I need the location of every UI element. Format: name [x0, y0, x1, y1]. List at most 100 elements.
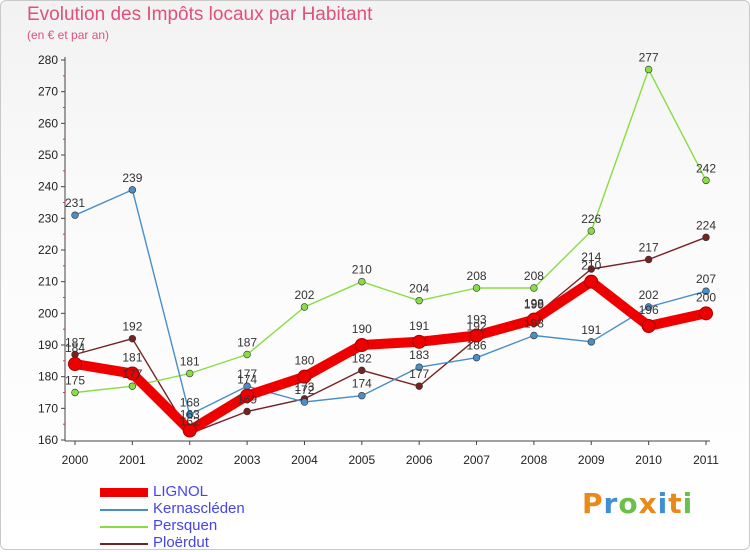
data-point-kernasclden: [587, 338, 595, 346]
data-label-plordut: 192: [467, 320, 487, 334]
x-tick-label: 2011: [693, 453, 719, 467]
data-label-lignol: 163: [180, 408, 200, 422]
x-tick-label: 2007: [463, 453, 490, 467]
y-axis-ticks: 160 170 180 190 200 210 220 230 240 250 260 270 280: [38, 53, 65, 447]
legend-swatch: [100, 509, 148, 511]
data-point-kernasclden: [702, 287, 710, 295]
y-tick-label: 270: [38, 85, 58, 99]
legend-swatch: [100, 543, 148, 545]
series-line-kernasclden: [74, 189, 707, 416]
x-tick-label: 2003: [234, 453, 261, 467]
data-label-lignol: 174: [237, 373, 257, 387]
legend-label: Persquen: [153, 517, 218, 534]
data-label-lignol: 184: [65, 341, 85, 355]
data-point-persquen: [587, 227, 595, 235]
data-point-persquen: [415, 296, 423, 305]
series-points: [68, 65, 713, 438]
data-point-lignol: [469, 328, 484, 343]
y-tick-label: 280: [38, 53, 58, 67]
y-tick-label: 190: [38, 338, 58, 352]
logo-letter: t: [668, 487, 683, 520]
data-label-plordut: 169: [237, 393, 257, 407]
data-label-plordut: 217: [639, 241, 659, 255]
data-point-persquen: [530, 284, 538, 292]
data-point-persquen: [702, 176, 710, 185]
x-tick-label: 2009: [578, 453, 605, 467]
chart-subtitle: (en € et par an): [27, 28, 110, 42]
data-label-lignol: 198: [524, 297, 544, 311]
y-tick-label: 230: [38, 211, 58, 225]
chart-title: Evolution des Impôts locaux par Habitant: [27, 4, 373, 25]
data-label-plordut: 173: [294, 380, 314, 394]
data-point-plordut: [587, 265, 595, 273]
data-label-kernasclden: 207: [696, 272, 716, 286]
data-point-lignol: [125, 366, 140, 381]
data-label-plordut: 214: [581, 250, 601, 264]
data-label-kernasclden: 191: [581, 323, 601, 337]
logo-letter: i: [682, 487, 694, 520]
data-point-plordut: [243, 407, 251, 416]
data-point-plordut: [702, 233, 710, 242]
data-point-lignol: [182, 423, 197, 438]
data-label-persquen: 187: [237, 336, 257, 350]
y-tick-label: 200: [38, 306, 58, 320]
data-point-lignol: [526, 312, 541, 327]
data-label-plordut: 199: [524, 298, 544, 312]
x-tick-label: 2010: [635, 453, 662, 467]
y-tick-label: 240: [38, 180, 58, 194]
data-point-lignol: [641, 319, 656, 333]
data-label-persquen: 210: [352, 263, 372, 277]
y-tick-label: 170: [38, 401, 58, 415]
data-label-persquen: 208: [524, 269, 544, 283]
data-point-persquen: [472, 284, 481, 292]
data-point-plordut: [644, 255, 653, 264]
y-tick-label: 180: [38, 370, 58, 384]
data-point-lignol: [354, 338, 369, 352]
data-point-kernasclden: [71, 211, 79, 219]
data-point-lignol: [297, 369, 312, 384]
data-point-kernasclden: [530, 331, 538, 340]
x-tick-label: 2006: [406, 453, 433, 467]
proxiti-logo: Proxiti: [582, 487, 693, 520]
data-label-kernasclden: 183: [409, 348, 429, 362]
data-point-plordut: [128, 334, 137, 343]
data-point-persquen: [300, 303, 309, 311]
data-label-persquen: 226: [581, 212, 601, 226]
legend-swatch: [100, 488, 148, 497]
legend-label: Ploërdut: [153, 534, 209, 551]
data-point-plordut: [415, 382, 423, 390]
data-label-kernasclden: 231: [65, 196, 85, 210]
data-label-plordut: 162: [180, 415, 200, 429]
x-tick-label: 2004: [291, 453, 318, 467]
data-label-kernasclden: 193: [524, 317, 544, 331]
data-point-lignol: [584, 274, 599, 289]
data-point-kernasclden: [300, 398, 309, 406]
legend-label: LIGNOL: [153, 483, 209, 500]
x-tick-label: 2000: [62, 453, 89, 467]
data-label-plordut: 192: [122, 320, 142, 334]
data-label-plordut: 182: [352, 351, 372, 365]
legend-swatch: [100, 526, 148, 528]
x-axis-ticks: 2000 2001 2002 2003 2004 2005 2006 2007 2008 2009…: [62, 441, 719, 467]
x-tick-label: 2001: [119, 453, 146, 467]
data-point-kernasclden: [186, 410, 194, 419]
logo-letter: r: [603, 487, 619, 520]
data-label-persquen: 177: [122, 367, 142, 381]
x-tick-label: 2005: [348, 453, 375, 467]
data-point-lignol: [68, 357, 82, 371]
logo-letter: o: [618, 487, 639, 520]
data-point-persquen: [243, 350, 251, 359]
data-point-persquen: [71, 388, 79, 397]
data-point-kernasclden: [644, 303, 653, 311]
series-line-lignol: [70, 276, 711, 436]
data-point-persquen: [644, 65, 653, 74]
logo-letter: i: [657, 487, 669, 520]
y-tick-label: 220: [38, 243, 58, 257]
data-point-persquen: [186, 369, 194, 378]
data-label-persquen: 202: [294, 288, 314, 302]
data-point-plordut: [358, 366, 366, 375]
data-point-persquen: [128, 382, 137, 390]
y-tick-label: 250: [38, 148, 58, 162]
